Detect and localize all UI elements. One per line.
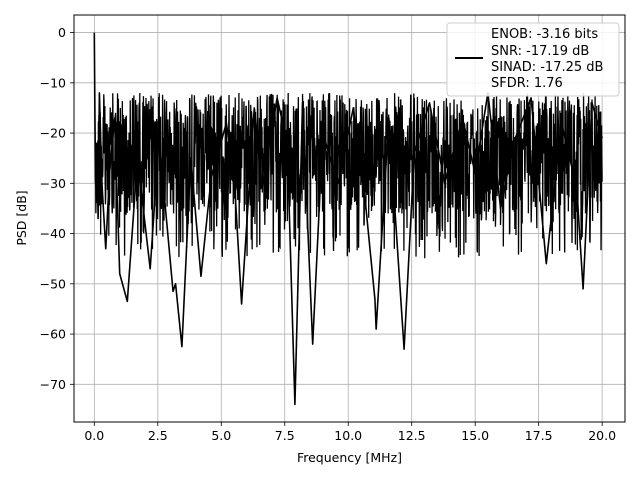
x-tick-label: 15.0 (461, 428, 489, 443)
x-tick-label: 20.0 (588, 428, 616, 443)
y-tick-label: −30 (40, 176, 66, 191)
legend-snr: SNR: -17.19 dB (491, 44, 589, 59)
psd-series-line (93, 32, 603, 406)
x-axis-ticks: 0.0 2.5 5.0 7.5 10.0 12.5 15.0 17.5 20.0 (84, 422, 616, 443)
x-tick-label: 5.0 (211, 428, 231, 443)
legend-box (446, 22, 620, 97)
legend-enob: ENOB: -3.16 bits (491, 27, 598, 42)
x-axis-label: Frequency [MHz] (297, 450, 402, 465)
plot-frame (73, 14, 626, 423)
legend: ENOB: -3.16 bits SNR: -17.19 dB SINAD: -… (446, 22, 620, 97)
legend-sfdr: SFDR: 1.76 (491, 76, 563, 91)
x-tick-label: 2.5 (148, 428, 168, 443)
x-tick-label: 0.0 (84, 428, 104, 443)
y-axis-label: PSD [dB] (14, 190, 29, 245)
x-tick-label: 12.5 (398, 428, 426, 443)
y-tick-label: −70 (40, 377, 66, 392)
y-tick-label: −50 (40, 276, 66, 291)
y-tick-label: 0 (58, 25, 66, 40)
psd-noise-trace (94, 92, 603, 259)
y-tick-label: −60 (40, 327, 66, 342)
y-axis-ticks: 0 −10 −20 −30 −40 −50 −60 −70 (40, 25, 74, 392)
x-tick-label: 10.0 (334, 428, 362, 443)
y-tick-label: −20 (40, 126, 66, 141)
x-tick-label: 7.5 (275, 428, 295, 443)
psd-noise-band (94, 92, 603, 259)
x-tick-label: 17.5 (525, 428, 553, 443)
legend-sinad: SINAD: -17.25 dB (491, 60, 603, 75)
y-tick-label: −40 (40, 226, 66, 241)
y-tick-label: −10 (40, 75, 66, 90)
